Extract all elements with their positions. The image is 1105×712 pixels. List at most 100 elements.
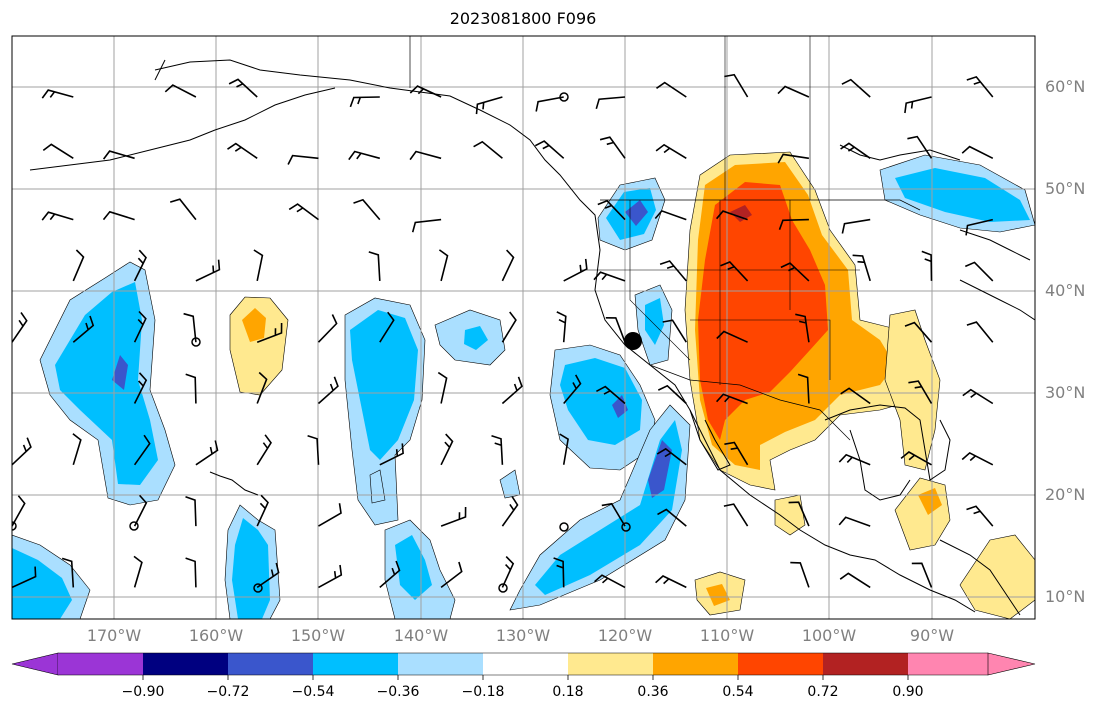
wind-barb: [437, 371, 448, 404]
lon-label-130w: 130°W: [495, 626, 551, 645]
colorbar: [11, 652, 1036, 680]
lon-label-90w: 90°W: [909, 626, 955, 645]
wind-barb: [657, 384, 687, 405]
wind-barb: [553, 557, 565, 588]
wind-barb: [780, 262, 810, 282]
wind-barb: [593, 271, 626, 282]
wind-barb: [256, 562, 280, 589]
wind-barb: [595, 96, 626, 110]
wind-barb: [185, 373, 197, 404]
wind-barb: [379, 443, 404, 466]
wind-barb: [12, 566, 37, 589]
wind-barb: [962, 388, 994, 405]
colorbar-tick-label: 0.72: [807, 684, 839, 700]
wind-barb: [475, 96, 503, 115]
gridlines: [12, 36, 1035, 619]
colorbar-tick-label: −0.54: [291, 684, 335, 700]
wind-barb: [133, 249, 147, 282]
wind-barb: [440, 433, 454, 466]
wind-barb: [185, 496, 197, 527]
wind-barb: [904, 96, 932, 114]
lon-label-170w: 170°W: [86, 626, 142, 645]
colorbar-tick-label: −0.72: [206, 684, 250, 700]
wind-barb: [195, 440, 219, 466]
wind-barb: [72, 433, 82, 466]
location-marker: [624, 332, 642, 350]
wind-barb: [655, 575, 687, 589]
wind-barb: [133, 494, 148, 527]
wind-barb: [12, 96, 13, 97]
wind-barb: [501, 311, 517, 343]
wind-barb: [318, 564, 343, 589]
wind-barb: [838, 516, 871, 527]
wind-barb: [473, 140, 503, 159]
wind-barb: [256, 371, 268, 404]
wind-barb: [778, 218, 809, 230]
lon-label-100w: 100°W: [801, 626, 857, 645]
wind-barb: [716, 393, 748, 405]
wind-barb: [788, 501, 810, 527]
wind-barb: [715, 210, 748, 221]
wind-barb: [41, 211, 74, 221]
calm-wind-circles: [12, 92, 631, 593]
wind-barb: [307, 434, 320, 465]
wind-barb: [716, 330, 748, 343]
wind-barb: [72, 315, 95, 343]
wind-barb: [256, 322, 283, 343]
wind-barb: [440, 506, 467, 527]
wind-barb: [501, 556, 515, 588]
wind-barb: [659, 260, 687, 282]
wind-barb: [563, 258, 588, 282]
wind-barb: [12, 312, 28, 343]
wind-barb: [353, 198, 381, 221]
colorbar-tick-label: −0.36: [376, 684, 420, 700]
wind-barb: [185, 557, 197, 588]
lat-label-50: 50°N: [1045, 179, 1086, 198]
wind-barb: [183, 312, 197, 343]
wind-barb: [841, 218, 871, 234]
wind-barb: [348, 150, 381, 161]
colorbar-tick-label: −0.18: [461, 684, 505, 700]
colorbar-tick-label: 0.90: [892, 684, 924, 700]
wind-barb: [599, 136, 626, 159]
wind-barb: [556, 311, 567, 343]
wind-barb: [368, 251, 381, 281]
wind-barb: [596, 385, 626, 405]
wind-barb: [318, 503, 342, 527]
wind-barb: [42, 143, 74, 159]
wind-barb: [964, 261, 994, 282]
wind-barb: [287, 154, 319, 165]
wind-barb: [966, 321, 994, 343]
wind-barb: [349, 96, 380, 108]
wind-barb: [228, 78, 258, 98]
colorbar-tick-label: 0.18: [552, 684, 584, 700]
wind-barb: [438, 249, 449, 282]
wind-barb: [720, 261, 749, 282]
wind-barb: [908, 380, 933, 404]
wind-barb: [723, 503, 749, 527]
wind-barb: [790, 561, 810, 588]
wind-barb: [724, 73, 749, 98]
lat-label-20: 20°N: [1045, 485, 1086, 504]
wind-barb: [409, 85, 442, 98]
wind-barb: [133, 372, 148, 404]
wind-barb: [256, 494, 269, 527]
wind-barb: [907, 135, 933, 159]
wind-barb: [256, 434, 272, 466]
wind-barb: [102, 210, 135, 221]
wind-barb: [921, 250, 933, 281]
wind-barb: [12, 437, 32, 466]
wind-barb: [501, 376, 523, 405]
wind-barb: [534, 140, 565, 159]
wind-barb: [593, 574, 626, 589]
wind-barb: [840, 142, 871, 159]
wind-barb: [966, 75, 994, 98]
wind-barb: [839, 572, 871, 589]
wind-barb: [724, 441, 749, 466]
wind-barb: [655, 143, 687, 159]
wind-barb: [838, 453, 871, 466]
wind-barb: [965, 218, 993, 236]
lon-label-160w: 160°W: [188, 626, 244, 645]
wind-barb: [379, 560, 401, 589]
